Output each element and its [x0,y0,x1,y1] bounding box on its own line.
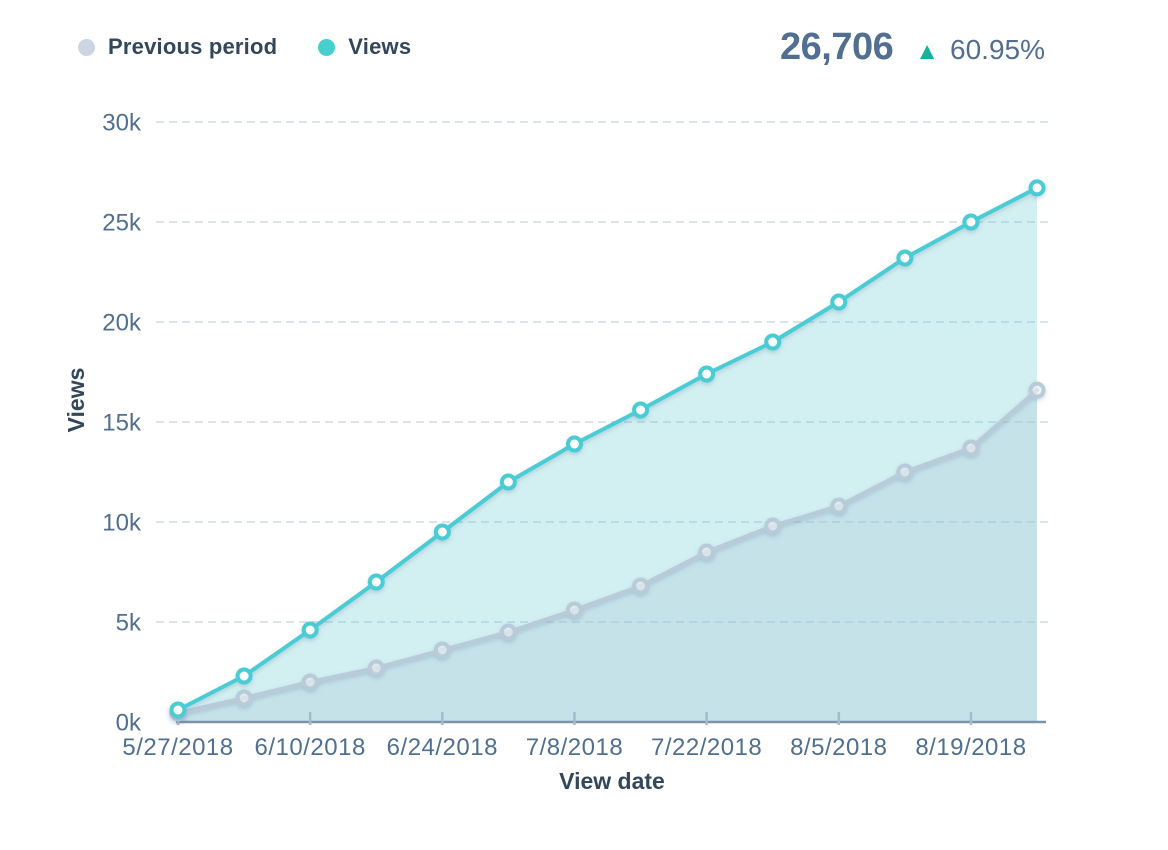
point-previous-period-5[interactable] [499,623,517,641]
point-views-0[interactable] [169,701,187,719]
point-previous-period-4[interactable] [433,641,451,659]
legend-dot-previous-period-icon [78,38,95,56]
point-previous-period-10[interactable] [830,497,848,515]
x-axis-title: View date [559,768,665,794]
point-views-6[interactable] [565,435,583,453]
point-views-5[interactable] [499,473,517,491]
point-previous-period-8[interactable] [698,543,716,561]
chart-legend: Previous period Views [78,34,411,60]
point-previous-period-6[interactable] [565,601,583,619]
y-axis-title: Views [63,368,89,433]
area-fill-previous-period [178,390,1038,722]
area-fill-views [178,187,1038,722]
legend-item-previous-period[interactable]: Previous period [78,34,277,60]
line-views [176,185,1040,712]
point-views-7[interactable] [632,401,650,419]
delta-percent-value: 60.95% [950,33,1045,65]
point-views-3[interactable] [367,573,385,591]
legend-dot-views-icon [318,38,336,56]
point-views-12[interactable] [962,213,980,231]
point-views-4[interactable] [433,523,451,541]
line-previous-period [176,388,1040,715]
x-tick-label: 6/24/2018 [387,734,498,761]
point-views-2[interactable] [301,621,319,639]
x-tick-label: 8/19/2018 [915,734,1026,761]
x-tick-label: 7/8/2018 [526,734,623,761]
point-previous-period-11[interactable] [896,463,914,481]
legend-label-views: Views [348,34,412,59]
y-tick-label: 20k [102,310,142,337]
point-views-8[interactable] [698,365,716,383]
legend-label-previous-period: Previous period [108,34,278,59]
point-previous-period-7[interactable] [632,577,650,595]
point-views-10[interactable] [830,293,848,311]
point-views-9[interactable] [764,333,782,351]
y-tick-label: 0k [116,710,142,737]
point-previous-period-9[interactable] [764,517,782,535]
y-tick-label: 30k [102,110,142,137]
x-tick-label: 8/5/2018 [790,734,887,761]
point-previous-period-1[interactable] [235,689,253,707]
y-tick-label: 25k [102,210,142,237]
x-tick-label: 5/27/2018 [122,734,233,761]
total-views-value: 26,706 [780,25,894,68]
legend-item-views[interactable]: Views [318,34,411,60]
point-views-11[interactable] [896,249,914,267]
triangle-up-icon: ▲ [915,37,940,65]
y-tick-label: 10k [102,510,142,537]
point-previous-period-3[interactable] [367,659,385,677]
point-views-1[interactable] [235,667,253,685]
series-views [169,179,1046,719]
point-previous-period-13[interactable] [1028,381,1046,399]
x-tick-label: 7/22/2018 [651,734,762,761]
y-tick-label: 5k [116,610,142,637]
series-previous-period [169,381,1046,722]
summary-stats: 26,706 ▲ 60.95% [780,26,1045,69]
chart-header: Previous period Views 26,706 ▲ 60.95% [78,24,1045,70]
point-previous-period-2[interactable] [301,673,319,691]
point-views-13[interactable] [1028,179,1046,197]
x-tick-label: 6/10/2018 [255,734,366,761]
point-previous-period-12[interactable] [962,439,980,457]
y-tick-label: 15k [102,410,142,437]
